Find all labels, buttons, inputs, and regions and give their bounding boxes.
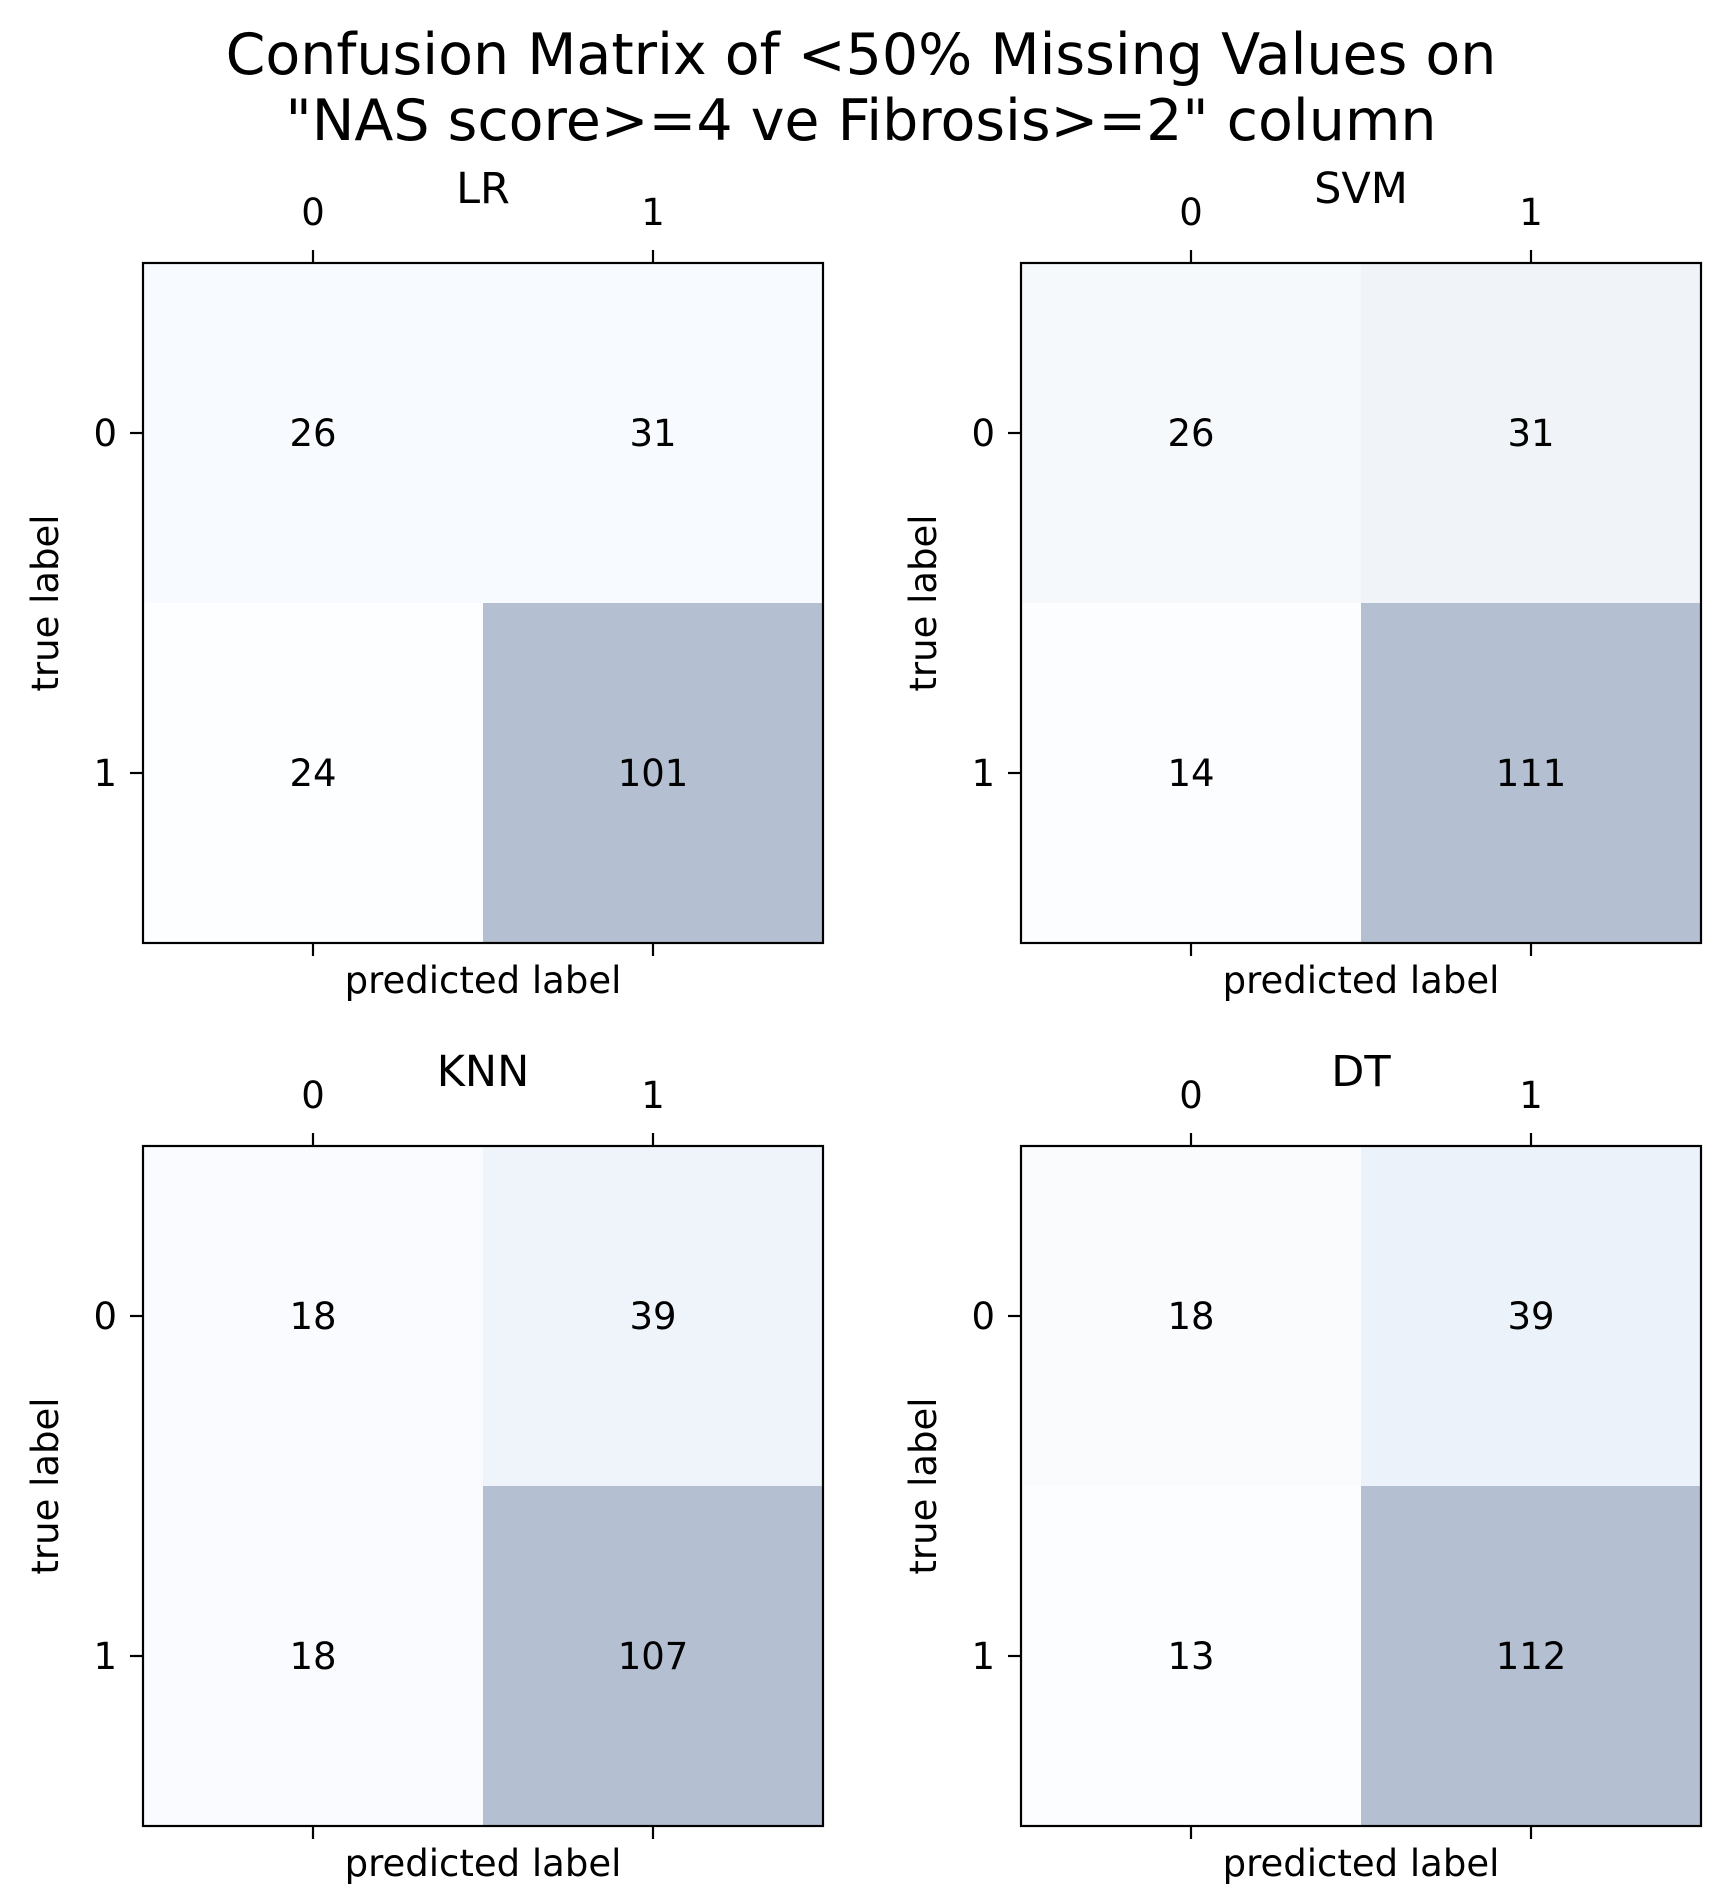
x-axis-label: predicted label: [1223, 1842, 1500, 1885]
panel-title: DT: [1331, 1047, 1391, 1097]
cell-value: 31: [629, 412, 676, 455]
cell-value: 111: [1496, 752, 1567, 795]
matrix-cell: [483, 1486, 823, 1826]
y-tick-label: 0: [971, 412, 995, 455]
y-tick-label: 0: [93, 412, 117, 455]
x-tick-label: 1: [641, 1074, 665, 1117]
matrix-cell: [1021, 1146, 1361, 1486]
cell-value: 107: [618, 1635, 689, 1678]
x-tick-label: 0: [1179, 191, 1203, 234]
matrix-cell: [143, 263, 483, 603]
figure-title-line-2: "NAS score>=4 ve Fibrosis>=2" column: [285, 88, 1437, 154]
cell-value: 112: [1496, 1635, 1567, 1678]
axes-frame: [1019, 261, 1703, 945]
cell-value: 39: [629, 1295, 676, 1338]
figure-title-line-1: Confusion Matrix of <50% Missing Values …: [225, 22, 1497, 88]
cell-value: 26: [1167, 412, 1214, 455]
matrix-cell: [1361, 1486, 1701, 1826]
matrix-cell: [1361, 1146, 1701, 1486]
y-tick-label: 1: [971, 1635, 995, 1678]
x-tick-label: 1: [641, 191, 665, 234]
cell-value: 101: [618, 752, 689, 795]
figure-title: Confusion Matrix of <50% Missing Values …: [0, 22, 1722, 154]
x-tick-label: 1: [1519, 191, 1543, 234]
matrix-cell: [143, 1146, 483, 1486]
y-tick-label: 1: [971, 752, 995, 795]
matrix-cell: [1361, 603, 1701, 943]
matrix-cell: [483, 263, 823, 603]
x-axis-label: predicted label: [345, 959, 622, 1002]
y-axis-label: true label: [24, 1397, 67, 1574]
cell-value: 39: [1507, 1295, 1554, 1338]
y-tick-label: 0: [93, 1295, 117, 1338]
cell-value: 14: [1167, 752, 1214, 795]
cell-value: 18: [289, 1635, 336, 1678]
matrix-cell: [1361, 263, 1701, 603]
y-tick-label: 1: [93, 1635, 117, 1678]
x-tick-label: 0: [301, 191, 325, 234]
x-tick-label: 0: [301, 1074, 325, 1117]
panel-title: KNN: [437, 1047, 530, 1097]
y-tick-label: 0: [971, 1295, 995, 1338]
matrix-cell: [1021, 603, 1361, 943]
axes-frame: [141, 1144, 825, 1828]
matrix-cell: [483, 603, 823, 943]
axes-frame: [1019, 1144, 1703, 1828]
y-axis-label: true label: [902, 514, 945, 691]
matrix-panel-dt: 18 39 13 112 0 1 0 1 DT predicted label true label: [902, 1047, 1703, 1885]
matrix-panel-svm: 26 31 14 111 0 1 0 1 SVM predicted label true labe…: [902, 164, 1703, 1002]
y-axis-label: true label: [24, 514, 67, 691]
axes-frame: [141, 261, 825, 945]
matrix-cell: [143, 603, 483, 943]
x-axis-label: predicted label: [1223, 959, 1500, 1002]
panel-title: SVM: [1314, 164, 1408, 214]
panel-title: LR: [456, 164, 510, 214]
x-tick-label: 1: [1519, 1074, 1543, 1117]
matrix-panel-knn: 18 39 18 107 0 1 0 1 KNN predicted label true labe…: [24, 1047, 825, 1885]
matrix-cell: [1021, 263, 1361, 603]
cell-value: 18: [1167, 1295, 1214, 1338]
x-tick-label: 0: [1179, 1074, 1203, 1117]
cell-value: 31: [1507, 412, 1554, 455]
cell-value: 18: [289, 1295, 336, 1338]
matrix-cell: [483, 1146, 823, 1486]
y-tick-label: 1: [93, 752, 117, 795]
matrix-cell: [143, 1486, 483, 1826]
cell-value: 13: [1167, 1635, 1214, 1678]
x-axis-label: predicted label: [345, 1842, 622, 1885]
matrix-cell: [1021, 1486, 1361, 1826]
cell-value: 24: [289, 752, 336, 795]
y-axis-label: true label: [902, 1397, 945, 1574]
cell-value: 26: [289, 412, 336, 455]
